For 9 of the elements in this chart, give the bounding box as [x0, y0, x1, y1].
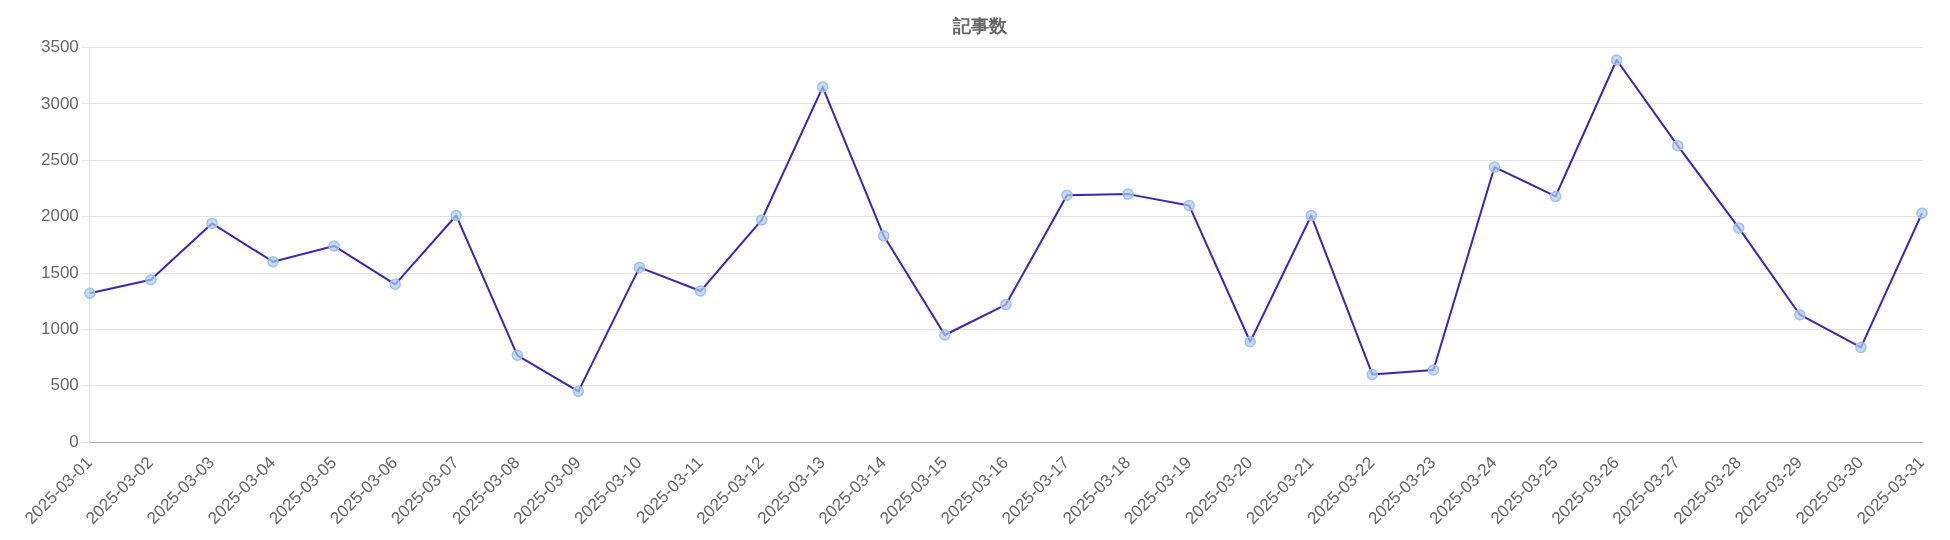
y-tick-label: 3500 [40, 37, 79, 57]
y-tick-label: 0 [69, 431, 79, 451]
y-tick-label: 1000 [40, 319, 79, 339]
y-tick-label: 1500 [40, 262, 79, 282]
y-tick-label: 2000 [40, 206, 79, 226]
y-tick-label: 500 [50, 375, 79, 395]
chart-title: 記事数 [952, 15, 1008, 36]
y-tick-label: 2500 [40, 150, 79, 169]
y-tick-label: 3000 [40, 93, 79, 113]
